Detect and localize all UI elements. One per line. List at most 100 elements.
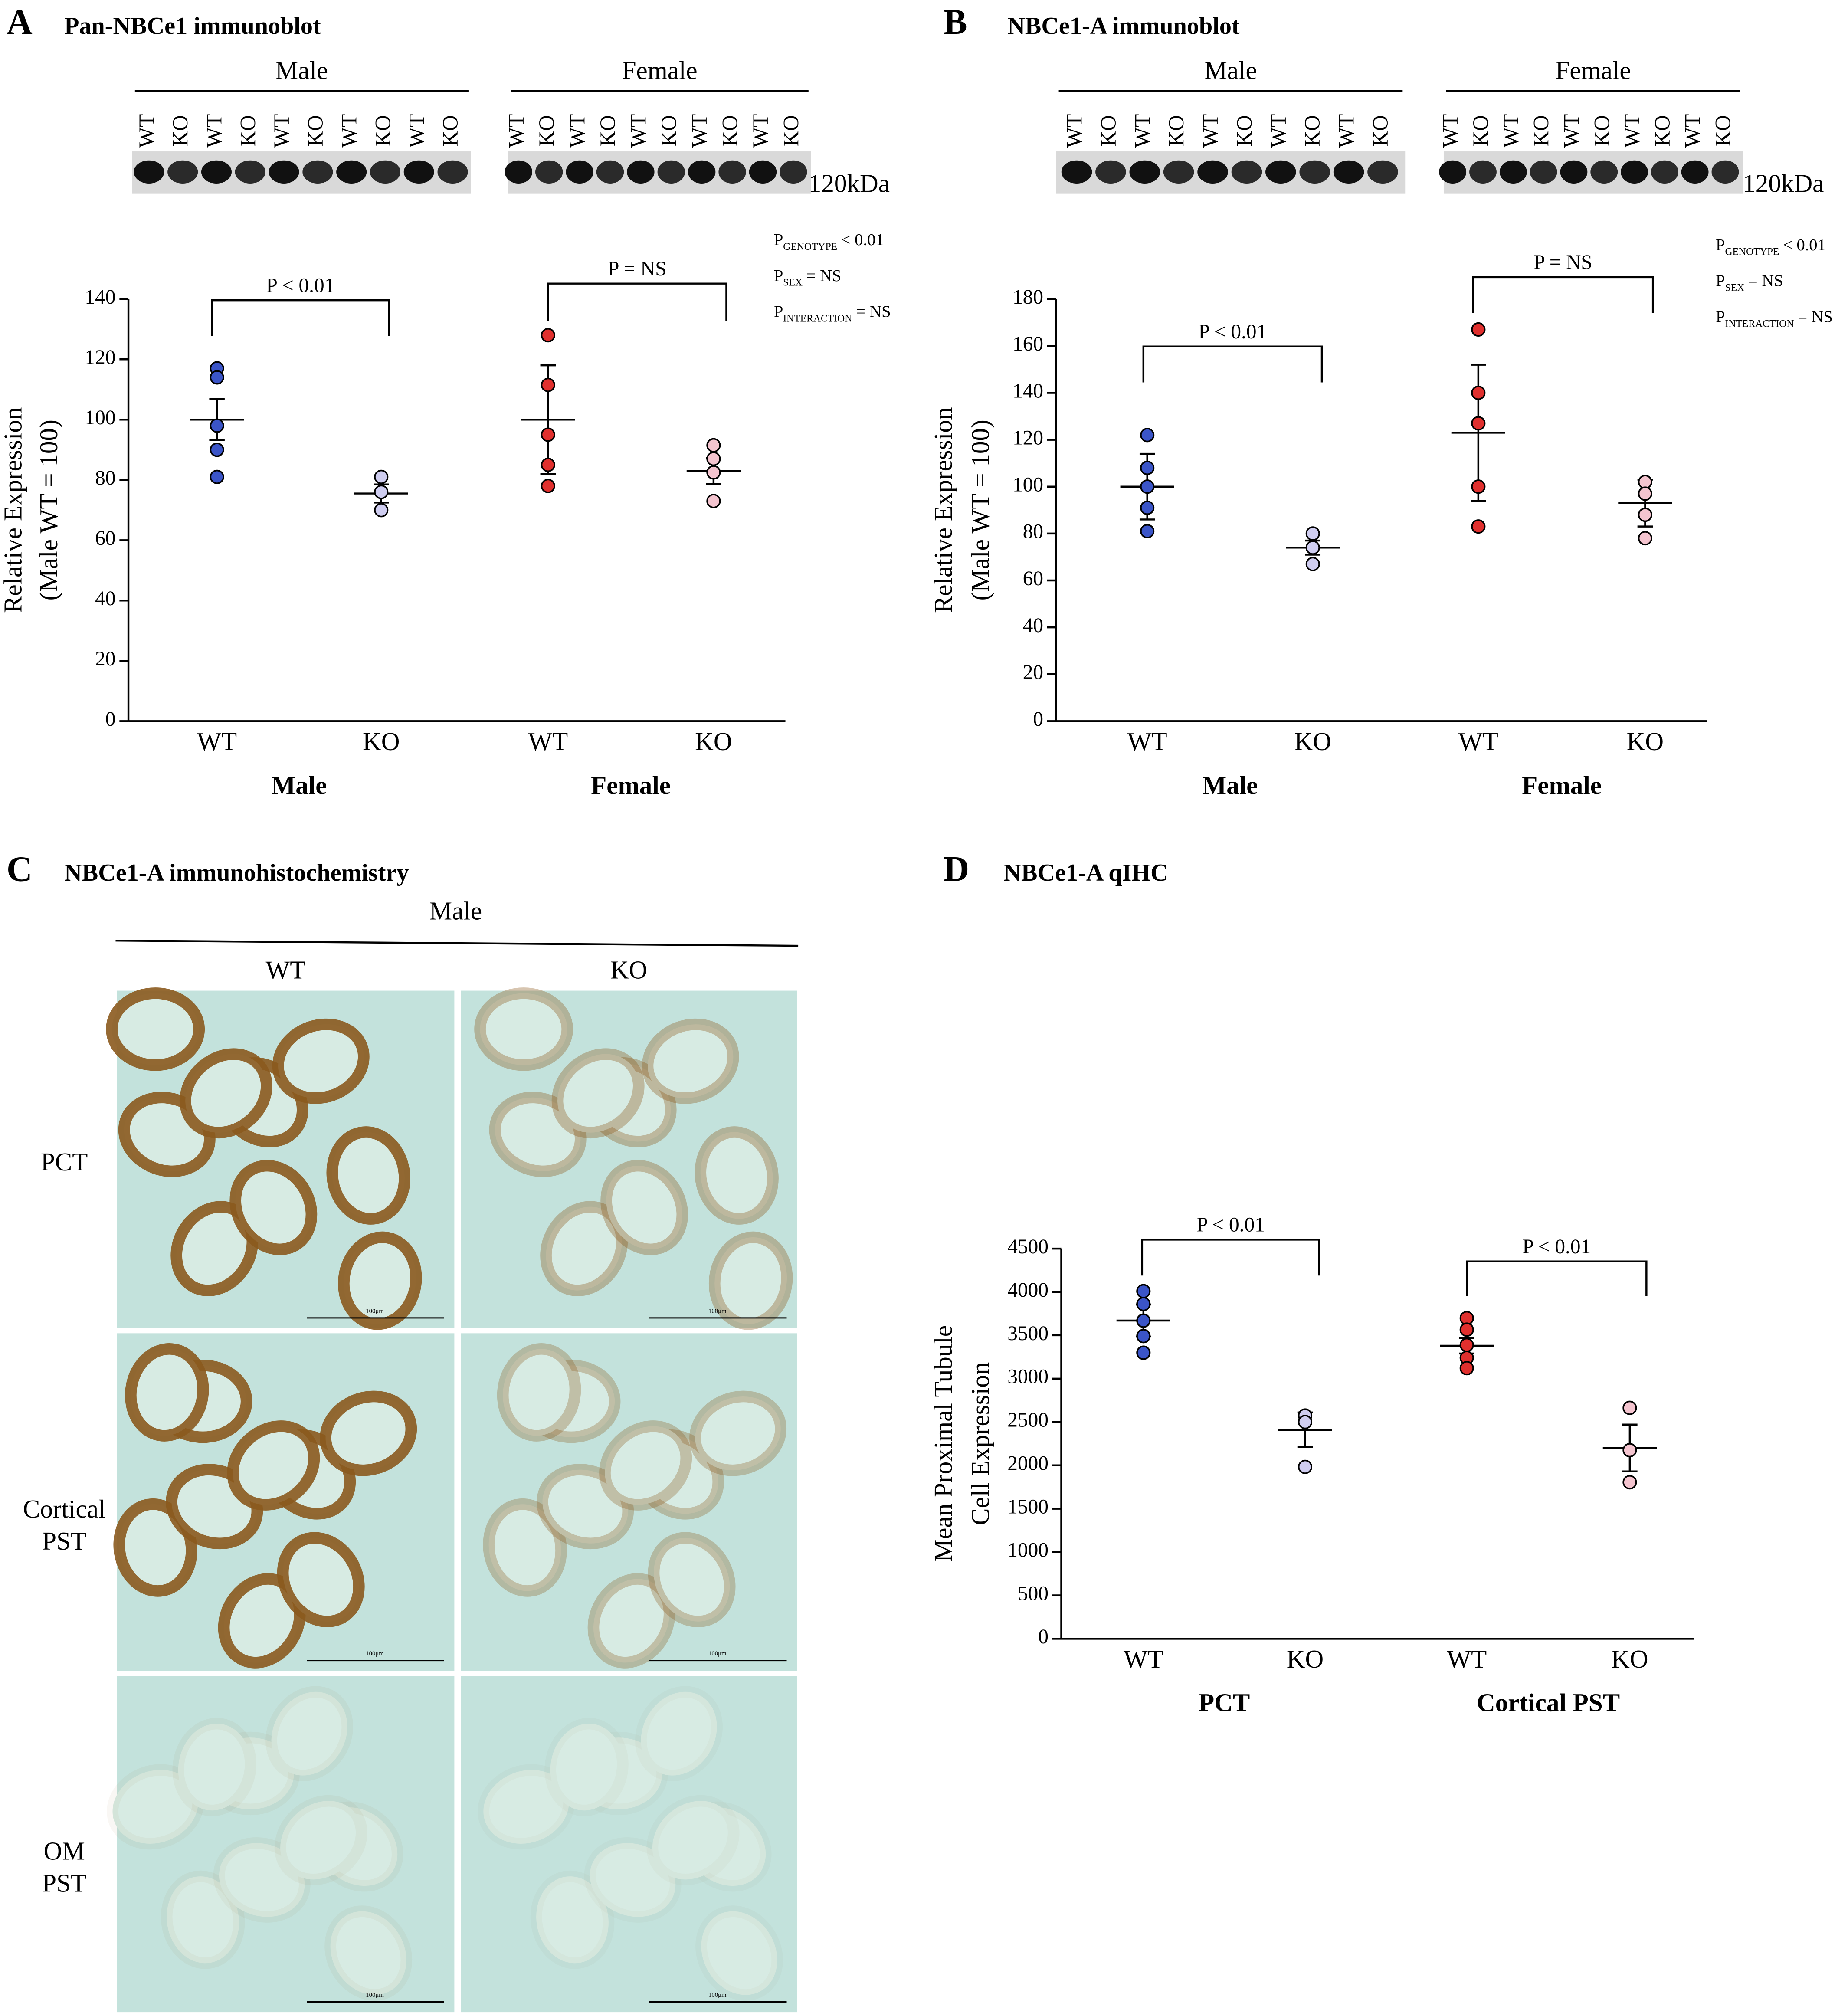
stat-text: PSEX = NS [774, 267, 841, 288]
tubule [587, 1573, 675, 1669]
blot-band [1129, 160, 1160, 184]
stat-value: = NS [1748, 272, 1783, 290]
lane-label: WT [504, 114, 528, 148]
lane-label: KO [534, 115, 559, 147]
stat-subscript: SEX [1725, 282, 1744, 294]
lane-label: KO [718, 115, 742, 147]
comparison-label: P < 0.01 [1522, 1236, 1591, 1258]
y-tick-label: 100 [1012, 474, 1043, 496]
scale-bar-label: 100μm [708, 1650, 727, 1657]
data-point [1638, 475, 1652, 489]
y-tick-label: 40 [95, 587, 115, 610]
lane-label: WT [626, 114, 650, 148]
tubule [550, 1724, 623, 1811]
scale-bar-label: 100μm [708, 1992, 727, 1999]
x-tick-label: KO [1611, 1645, 1648, 1673]
blot-band [1499, 160, 1527, 184]
stat-subscript: GENOTYPE [783, 241, 837, 252]
blot-band [1061, 160, 1092, 184]
blot-group-label: Female [1556, 56, 1631, 85]
lane-label: WT [337, 114, 361, 148]
tubule [648, 1532, 736, 1628]
data-point [1471, 322, 1486, 337]
y-axis-label: Cell Expression [966, 1362, 995, 1525]
comparison-label: P < 0.01 [1199, 321, 1267, 343]
chart-title: NBCe1-A qIHC [1003, 859, 1168, 886]
data-point [706, 494, 721, 508]
lane-label: WT [1681, 114, 1705, 148]
y-tick-label: 0 [105, 708, 116, 731]
blot-band [688, 160, 716, 184]
stat-symbol: P [1716, 236, 1725, 254]
blot-band [1560, 160, 1588, 184]
stat-symbol: P [774, 231, 783, 249]
chart-title: Pan-NBCe1 immunoblot [64, 13, 321, 39]
lane-label: WT [1559, 114, 1583, 148]
data-point [374, 503, 389, 518]
blot-band [1530, 160, 1557, 184]
lane-label: KO [1650, 115, 1674, 147]
blot-band [1333, 160, 1364, 184]
lane-label: WT [1438, 114, 1462, 148]
data-point [1622, 1475, 1637, 1490]
x-tick-label: WT [528, 727, 568, 756]
y-axis-label: (Male WT = 100) [966, 420, 995, 600]
lane-label: KO [657, 115, 681, 147]
data-point [1471, 479, 1486, 494]
tubule [599, 1420, 692, 1511]
data-point [1638, 486, 1652, 501]
tubule [277, 1532, 365, 1628]
y-tick-label: 2500 [1007, 1409, 1049, 1432]
blot-group-label: Male [275, 56, 328, 85]
data-point [541, 457, 555, 472]
lane-label: KO [236, 115, 260, 147]
stat-value: = NS [856, 303, 891, 321]
lane-label: WT [1266, 114, 1291, 148]
data-point [1136, 1345, 1151, 1360]
blot-group-label: Female [622, 56, 698, 85]
x-tick-label: KO [1627, 727, 1664, 756]
blot-band [167, 160, 198, 184]
x-tick-label: WT [1124, 1645, 1163, 1673]
column-label: KO [610, 956, 647, 984]
data-point [374, 485, 389, 499]
data-point [1140, 428, 1155, 443]
bracket [1472, 276, 1654, 313]
lane-label: KO [1300, 115, 1324, 147]
y-tick-label: 180 [1012, 286, 1043, 308]
tubule [172, 1718, 256, 1816]
blot-band [1163, 160, 1194, 184]
data-point [1471, 416, 1486, 431]
y-tick-label: 3000 [1007, 1366, 1049, 1388]
data-point [1140, 500, 1155, 515]
data-point [541, 427, 555, 442]
data-point [1459, 1337, 1474, 1352]
lane-label: WT [1620, 114, 1644, 148]
tubule [474, 987, 573, 1071]
y-tick-label: 1000 [1007, 1539, 1049, 1561]
tubule [265, 1686, 354, 1781]
column-label: WT [265, 956, 305, 984]
lane-label: KO [1232, 115, 1256, 147]
row-label: PST [42, 1527, 86, 1555]
x-tick-label: WT [1447, 1645, 1487, 1673]
stat-text: PSEX = NS [1716, 272, 1783, 294]
data-point [1471, 519, 1486, 534]
data-point [1459, 1322, 1474, 1337]
data-point [706, 438, 721, 452]
blot-marker: 120kDa [809, 169, 890, 197]
lane-label: KO [1529, 115, 1553, 147]
blot-band [1095, 160, 1126, 184]
chart-title: NBCe1-A immunoblot [1007, 13, 1240, 39]
lane-label: WT [1130, 114, 1154, 148]
data-point [1305, 526, 1320, 541]
lane-label: WT [748, 114, 773, 148]
data-point [1638, 531, 1652, 546]
lane-label: WT [134, 114, 159, 148]
panel-letter: B [943, 2, 967, 42]
lane-label: KO [303, 115, 328, 147]
data-point [1136, 1284, 1151, 1298]
stat-subscript: SEX [783, 277, 803, 288]
x-tick-label: KO [1287, 1645, 1324, 1673]
tubule [324, 1905, 413, 2001]
